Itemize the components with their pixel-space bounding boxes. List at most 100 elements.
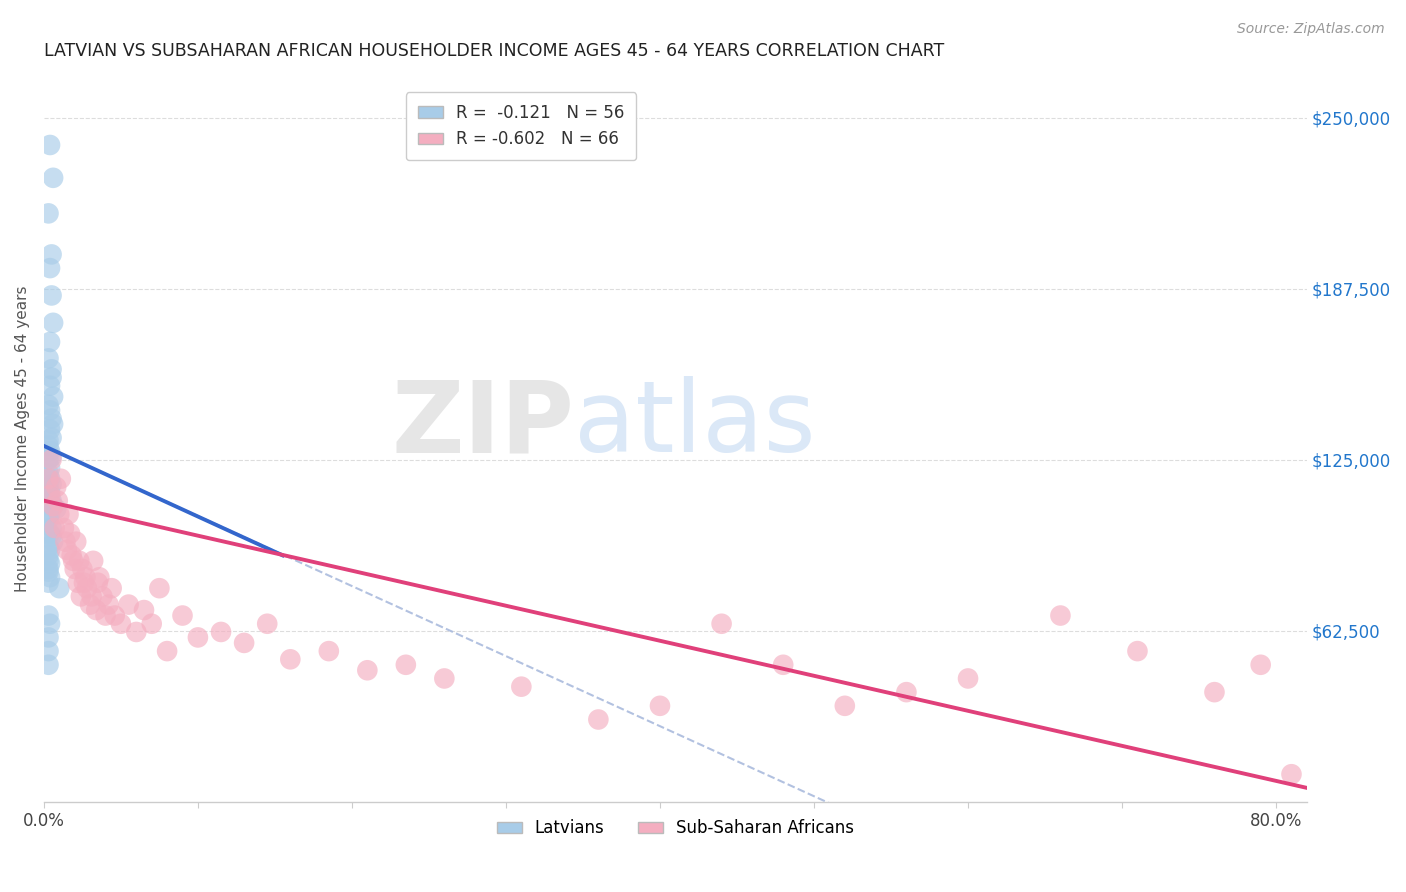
Point — [510, 680, 533, 694]
Point — [38, 575, 60, 590]
Point — [233, 636, 256, 650]
Point — [100, 581, 122, 595]
Point — [187, 631, 209, 645]
Point — [39, 423, 62, 437]
Point — [39, 570, 62, 584]
Point — [256, 616, 278, 631]
Point — [1281, 767, 1303, 781]
Point — [38, 452, 60, 467]
Point — [38, 398, 60, 412]
Point — [72, 562, 94, 576]
Point — [39, 378, 62, 392]
Point — [41, 288, 63, 302]
Point — [59, 526, 82, 541]
Point — [58, 508, 80, 522]
Point — [38, 351, 60, 366]
Point — [117, 598, 139, 612]
Point — [148, 581, 170, 595]
Point — [38, 434, 60, 448]
Point — [38, 631, 60, 645]
Point — [395, 657, 418, 672]
Point — [42, 417, 65, 431]
Point — [66, 575, 89, 590]
Point — [41, 521, 63, 535]
Point — [1126, 644, 1149, 658]
Point — [45, 480, 67, 494]
Point — [834, 698, 856, 713]
Point — [75, 570, 97, 584]
Point — [38, 488, 60, 502]
Point — [82, 554, 104, 568]
Point — [87, 575, 110, 590]
Point — [1250, 657, 1272, 672]
Point — [65, 534, 87, 549]
Point — [39, 472, 62, 486]
Point — [38, 467, 60, 481]
Point — [38, 644, 60, 658]
Point — [38, 608, 60, 623]
Point — [45, 501, 67, 516]
Point — [125, 624, 148, 639]
Point — [648, 698, 671, 713]
Text: atlas: atlas — [574, 376, 815, 473]
Point — [63, 562, 86, 576]
Legend: Latvians, Sub-Saharan Africans: Latvians, Sub-Saharan Africans — [489, 813, 860, 844]
Point — [49, 472, 72, 486]
Point — [39, 460, 62, 475]
Point — [318, 644, 340, 658]
Point — [73, 575, 96, 590]
Point — [38, 562, 60, 576]
Point — [104, 608, 127, 623]
Point — [70, 590, 93, 604]
Point — [39, 444, 62, 458]
Point — [80, 590, 103, 604]
Point — [41, 411, 63, 425]
Point — [39, 138, 62, 153]
Y-axis label: Householder Income Ages 45 - 64 years: Householder Income Ages 45 - 64 years — [15, 285, 30, 592]
Point — [41, 450, 63, 464]
Point — [957, 672, 980, 686]
Point — [76, 581, 98, 595]
Point — [172, 608, 194, 623]
Point — [42, 390, 65, 404]
Point — [55, 534, 77, 549]
Point — [710, 616, 733, 631]
Point — [278, 652, 301, 666]
Point — [38, 439, 60, 453]
Point — [38, 206, 60, 220]
Point — [1204, 685, 1226, 699]
Point — [588, 713, 610, 727]
Point — [209, 624, 232, 639]
Point — [84, 603, 107, 617]
Point — [42, 170, 65, 185]
Point — [39, 557, 62, 571]
Point — [433, 672, 456, 686]
Point — [79, 598, 101, 612]
Point — [39, 542, 62, 557]
Point — [44, 521, 66, 535]
Point — [132, 603, 155, 617]
Point — [38, 657, 60, 672]
Point — [772, 657, 794, 672]
Text: Source: ZipAtlas.com: Source: ZipAtlas.com — [1237, 22, 1385, 37]
Point — [41, 477, 63, 491]
Point — [42, 534, 65, 549]
Point — [39, 485, 62, 500]
Text: ZIP: ZIP — [391, 376, 574, 473]
Point — [39, 488, 62, 502]
Point — [38, 480, 60, 494]
Point — [39, 261, 62, 276]
Point — [39, 526, 62, 541]
Point — [156, 644, 179, 658]
Point — [48, 508, 70, 522]
Point — [67, 554, 90, 568]
Point — [38, 549, 60, 563]
Text: LATVIAN VS SUBSAHARAN AFRICAN HOUSEHOLDER INCOME AGES 45 - 64 YEARS CORRELATION : LATVIAN VS SUBSAHARAN AFRICAN HOUSEHOLDE… — [44, 42, 945, 60]
Point — [42, 499, 65, 513]
Point — [38, 472, 60, 486]
Point — [56, 542, 79, 557]
Point — [896, 685, 918, 699]
Point — [39, 334, 62, 349]
Point — [38, 540, 60, 554]
Point — [89, 570, 111, 584]
